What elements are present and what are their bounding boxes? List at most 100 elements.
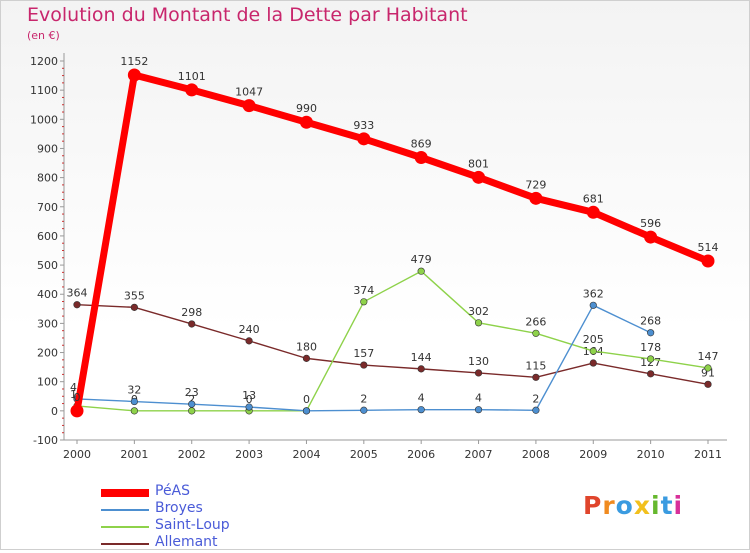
data-point-p-as	[242, 99, 256, 113]
data-label-broyes: 268	[640, 315, 661, 328]
data-point-p-as	[472, 170, 486, 184]
data-point-saint-loup	[188, 407, 196, 415]
y-tick-label: 0	[51, 405, 58, 418]
data-point-allemant	[532, 373, 540, 381]
series-line-p-as	[73, 71, 712, 415]
data-label-broyes: 23	[185, 386, 199, 399]
data-point-broyes	[532, 406, 540, 414]
y-tick-label: -100	[33, 434, 58, 447]
legend-label-p-as: PéAS	[155, 483, 191, 499]
data-label-broyes: 4	[475, 392, 482, 405]
data-label-saint-loup: 479	[411, 253, 432, 266]
x-tick-label: 2010	[637, 448, 665, 461]
data-point-broyes	[130, 397, 138, 406]
x-tick-label: 2002	[178, 448, 206, 461]
logo-letter: r	[602, 491, 616, 520]
data-point-p-as	[357, 132, 371, 146]
data-label-p-as: 933	[353, 119, 374, 132]
data-point-allemant	[474, 369, 483, 377]
y-tick-label: 1000	[30, 113, 58, 126]
data-point-broyes	[647, 329, 655, 337]
y-tick-label: 500	[37, 259, 58, 272]
data-point-broyes	[589, 301, 597, 309]
data-point-broyes	[188, 400, 196, 408]
data-label-allemant: 240	[239, 323, 260, 336]
data-label-saint-loup: 302	[468, 305, 489, 318]
y-tick-label: 700	[37, 201, 58, 214]
data-point-allemant	[245, 337, 253, 345]
legend-label-broyes: Broyes	[155, 500, 203, 516]
data-point-saint-loup	[704, 364, 712, 372]
legend-label-saint-loup: Saint-Loup	[155, 517, 230, 533]
logo-letter: t	[660, 491, 674, 520]
data-label-p-as: 801	[468, 157, 489, 170]
legend-swatch-saint-loup	[101, 526, 149, 528]
y-tick-label: 600	[37, 230, 58, 243]
data-label-p-as: 514	[698, 241, 719, 254]
x-tick-label: 2009	[579, 448, 607, 461]
data-label-broyes: 2	[360, 392, 367, 405]
data-point-p-as	[701, 254, 715, 268]
y-tick-label: 1100	[30, 84, 58, 97]
data-point-saint-loup	[474, 319, 483, 327]
data-point-saint-loup	[589, 347, 597, 355]
data-label-saint-loup: 2	[188, 393, 195, 406]
data-label-p-as: 596	[640, 217, 661, 230]
y-tick-label: 100	[37, 376, 58, 389]
data-point-p-as	[185, 83, 199, 97]
data-point-p-as	[586, 205, 600, 219]
legend-swatch-allemant	[101, 543, 149, 545]
y-tick-label: 1200	[30, 55, 58, 68]
logo-letter: i	[673, 491, 684, 520]
data-point-broyes	[302, 407, 311, 415]
data-point-allemant	[130, 303, 138, 311]
data-label-allemant: 180	[296, 340, 317, 353]
data-label-allemant: 115	[525, 359, 546, 372]
y-tick-label: 400	[37, 288, 58, 301]
x-tick-label: 2007	[465, 448, 493, 461]
data-label-p-as: 729	[525, 178, 546, 191]
data-label-allemant: 157	[353, 347, 374, 360]
series-line-saint-loup	[76, 270, 709, 412]
legend-swatch-broyes	[101, 509, 149, 511]
data-label-allemant: 298	[181, 306, 202, 319]
data-point-p-as	[644, 230, 658, 244]
data-point-allemant	[647, 370, 655, 378]
data-label-saint-loup: 178	[640, 341, 661, 354]
logo-letter: P	[583, 491, 603, 520]
unit-label: (en €)	[27, 29, 60, 42]
data-label-saint-loup: 374	[353, 284, 374, 297]
data-point-p-as	[70, 404, 84, 418]
data-label-allemant: 364	[67, 287, 88, 300]
data-point-allemant	[73, 301, 81, 309]
data-point-p-as	[127, 68, 141, 82]
data-label-saint-loup: 205	[583, 333, 604, 346]
x-tick-label: 2004	[292, 448, 320, 461]
data-label-saint-loup: 266	[525, 315, 546, 328]
y-tick-label: 800	[37, 172, 58, 185]
x-tick-label: 2005	[350, 448, 378, 461]
data-label-allemant: 130	[468, 355, 489, 368]
data-label-saint-loup: 147	[698, 350, 719, 363]
y-tick-label: 300	[37, 317, 58, 330]
legend-label-allemant: Allemant	[155, 534, 218, 550]
data-point-broyes	[417, 406, 425, 414]
data-point-broyes	[360, 406, 368, 414]
x-tick-label: 2001	[120, 448, 148, 461]
data-label-p-as: 869	[411, 137, 432, 150]
data-point-p-as	[299, 115, 313, 129]
data-point-p-as	[529, 191, 543, 205]
x-tick-label: 2006	[407, 448, 435, 461]
logo-letter: i	[651, 491, 661, 520]
legend-swatch-p-as	[101, 489, 149, 497]
data-point-saint-loup	[417, 267, 425, 275]
data-label-broyes: 32	[127, 384, 141, 397]
data-point-allemant	[704, 380, 712, 388]
data-point-p-as	[414, 150, 428, 164]
data-point-saint-loup	[360, 298, 368, 306]
data-point-allemant	[360, 361, 368, 369]
data-point-allemant	[302, 354, 311, 362]
data-label-allemant: 355	[124, 289, 145, 302]
